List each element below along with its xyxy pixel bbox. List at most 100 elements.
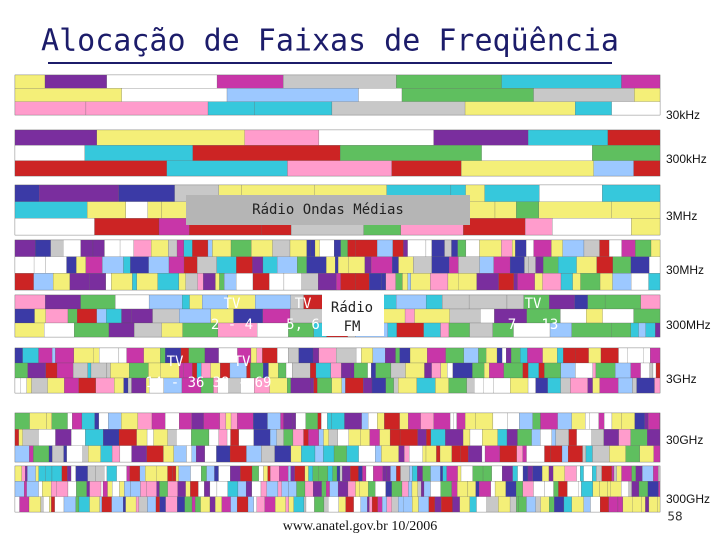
allocation-block <box>73 362 88 379</box>
allocation-block <box>252 273 270 291</box>
allocation-block <box>38 465 46 482</box>
allocation-block <box>251 239 273 257</box>
medium-wave-label: Rádio Ondas Médias <box>252 202 404 218</box>
allocation-block <box>373 465 383 482</box>
allocation-block <box>185 481 191 497</box>
allocation-block <box>237 481 247 497</box>
allocation-block <box>277 347 289 364</box>
allocation-block <box>191 429 210 446</box>
allocation-block <box>602 184 661 202</box>
allocation-block <box>31 377 48 394</box>
allocation-block <box>138 496 148 513</box>
allocation-block <box>326 256 336 274</box>
allocation-block <box>425 294 443 310</box>
allocation-block <box>560 308 587 324</box>
allocation-block <box>272 239 291 257</box>
allocation-block <box>340 239 348 257</box>
allocation-block <box>125 496 137 513</box>
allocation-block <box>446 465 458 482</box>
allocation-block <box>543 256 559 274</box>
allocation-block <box>279 465 289 482</box>
allocation-block <box>90 362 108 379</box>
allocation-block <box>395 273 403 291</box>
allocation-block <box>14 377 21 394</box>
allocation-block <box>386 465 391 482</box>
allocation-block <box>616 465 622 482</box>
allocation-block <box>319 239 335 257</box>
allocation-block <box>21 465 26 482</box>
allocation-block <box>560 377 571 394</box>
allocation-block <box>528 256 536 274</box>
allocation-block <box>581 481 594 497</box>
allocation-block <box>453 412 457 430</box>
allocation-block <box>630 256 650 274</box>
allocation-block <box>191 412 204 430</box>
allocation-block <box>491 465 503 482</box>
allocation-block <box>599 377 619 394</box>
allocation-block <box>67 481 77 497</box>
allocation-block <box>230 429 239 446</box>
allocation-block <box>599 239 610 257</box>
allocation-block <box>551 239 563 257</box>
allocation-block <box>67 412 73 430</box>
allocation-block <box>153 429 168 446</box>
allocation-block <box>516 201 540 219</box>
allocation-block <box>108 322 135 338</box>
allocation-block <box>398 256 414 274</box>
allocation-block <box>542 347 558 364</box>
allocation-block <box>178 273 186 291</box>
allocation-block <box>440 465 443 482</box>
allocation-block <box>198 481 205 497</box>
allocation-block <box>176 429 192 446</box>
allocation-block <box>29 445 34 463</box>
allocation-block <box>196 445 205 463</box>
allocation-block <box>587 294 606 310</box>
allocation-block <box>583 465 593 482</box>
allocation-block <box>168 239 178 257</box>
allocation-block <box>377 412 385 430</box>
allocation-block <box>264 496 276 513</box>
tv-channels: 14 - 36 <box>145 375 204 391</box>
allocation-block <box>14 101 87 116</box>
allocation-block <box>337 481 349 497</box>
allocation-block <box>405 362 425 379</box>
allocation-block <box>227 481 239 497</box>
allocation-block <box>344 412 362 430</box>
allocation-block <box>592 445 610 463</box>
allocation-block <box>571 412 586 430</box>
allocation-block <box>253 496 257 513</box>
allocation-block <box>275 496 286 513</box>
allocation-block <box>342 465 351 482</box>
allocation-block <box>288 347 299 364</box>
allocation-block <box>94 218 160 236</box>
allocation-block <box>572 273 581 291</box>
allocation-block <box>207 101 255 116</box>
allocation-block <box>474 377 484 394</box>
allocation-block <box>608 496 619 513</box>
allocation-block <box>451 445 461 463</box>
allocation-block <box>301 273 319 291</box>
allocation-block <box>18 429 23 446</box>
allocation-block <box>33 256 46 274</box>
allocation-block <box>489 362 504 379</box>
allocation-block <box>132 273 137 291</box>
allocation-block <box>654 377 661 394</box>
allocation-block <box>561 445 569 463</box>
allocation-block <box>440 322 450 338</box>
allocation-block <box>604 294 641 310</box>
allocation-block <box>511 347 521 364</box>
allocation-block <box>544 362 561 379</box>
allocation-block <box>14 88 122 102</box>
allocation-block <box>588 347 602 364</box>
allocation-block <box>442 294 470 310</box>
allocation-block <box>472 465 484 482</box>
allocation-block <box>398 377 418 394</box>
allocation-block <box>183 239 193 257</box>
allocation-block <box>560 273 573 291</box>
allocation-block <box>633 160 661 177</box>
allocation-block <box>168 256 185 274</box>
allocation-block <box>643 347 651 364</box>
allocation-block <box>218 465 231 482</box>
allocation-block <box>458 273 477 291</box>
allocation-block <box>498 496 511 513</box>
